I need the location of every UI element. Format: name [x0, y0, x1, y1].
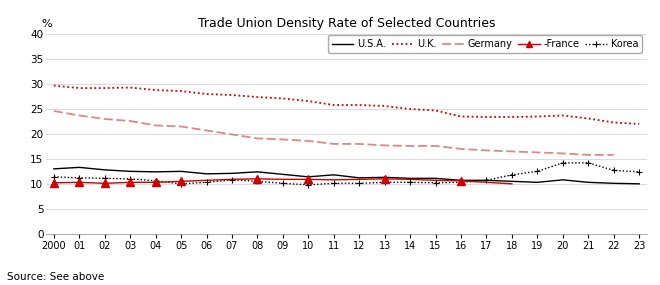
Text: %: %: [41, 19, 51, 29]
Legend: U.S.A., U.K., Germany, -France, Korea: U.S.A., U.K., Germany, -France, Korea: [328, 35, 642, 53]
Text: Source: See above: Source: See above: [7, 272, 104, 282]
Title: Trade Union Density Rate of Selected Countries: Trade Union Density Rate of Selected Cou…: [198, 17, 495, 30]
